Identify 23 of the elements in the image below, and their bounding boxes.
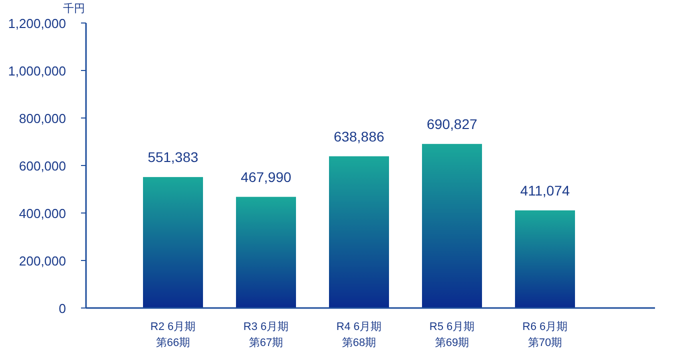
y-tick-label: 200,000 (19, 254, 66, 268)
x-tick-label: R3 6月期第67期 (243, 321, 289, 349)
text: 690,827 (426, 116, 478, 132)
bar (515, 210, 575, 308)
x-tick-label: R6 6月期第70期 (522, 321, 568, 349)
y-tick-label: 1,200,000 (8, 16, 66, 31)
x-tick-label: R4 6月期第68期 (336, 321, 382, 349)
y-tick-label: 400,000 (19, 206, 66, 221)
y-tick-label: 1,000,000 (8, 64, 66, 78)
y-tick-label: 800,000 (19, 111, 66, 126)
y-tick-label: 600,000 (19, 158, 66, 174)
text: 467,990 (240, 168, 292, 185)
x-tick-label: R2 6月期第66期 (150, 321, 196, 349)
y-axis-title: 千円 (63, 2, 85, 15)
text: 411,074 (520, 182, 570, 198)
bar (329, 156, 389, 308)
bar (422, 144, 482, 308)
bar (236, 196, 296, 308)
x-tick-label: R5 6月期第69期 (429, 321, 475, 349)
text: 638,886 (334, 128, 384, 144)
y-tick-label: 0 (58, 301, 66, 316)
text: 551,383 (148, 149, 198, 166)
bar (143, 177, 203, 308)
